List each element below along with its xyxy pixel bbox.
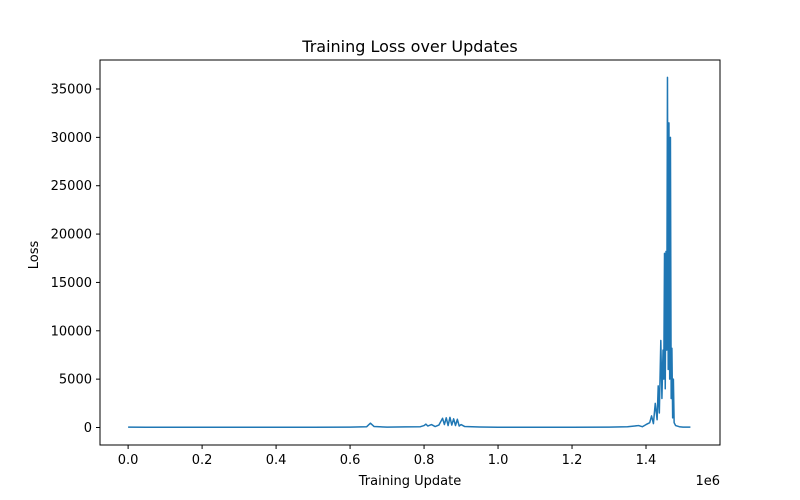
x-tick-label: 0.6 <box>340 453 361 468</box>
x-tick-label: 1.4 <box>636 453 657 468</box>
y-tick-label: 30000 <box>51 131 92 146</box>
x-tick-label: 0.4 <box>266 453 287 468</box>
x-tick-label: 1.2 <box>562 453 583 468</box>
y-tick-label: 35000 <box>51 83 92 98</box>
y-tick-label: 25000 <box>51 179 92 194</box>
x-tick-label: 0.2 <box>192 453 213 468</box>
plot-frame <box>99 59 721 446</box>
x-axis-offset-label: 1e6 <box>695 474 720 489</box>
y-axis-title: Loss <box>27 241 42 270</box>
x-tick-label: 1.0 <box>488 453 509 468</box>
y-tick-label: 0 <box>84 421 92 436</box>
x-axis-title: Training Update <box>358 474 462 489</box>
x-tick-label: 0.0 <box>118 453 139 468</box>
y-tick-label: 10000 <box>51 324 92 339</box>
y-tick-label: 15000 <box>51 276 92 291</box>
chart-title: Training Loss over Updates <box>301 37 517 56</box>
x-tick-label: 0.8 <box>414 453 435 468</box>
y-tick-label: 5000 <box>59 373 92 388</box>
plot-area: 0.0 0.2 0.4 0.6 0.8 1.0 1.2 1.4 0 5000 10000 15000 2… <box>51 59 721 468</box>
y-tick-label: 20000 <box>51 228 92 243</box>
loss-series-line-0 <box>128 76 691 429</box>
